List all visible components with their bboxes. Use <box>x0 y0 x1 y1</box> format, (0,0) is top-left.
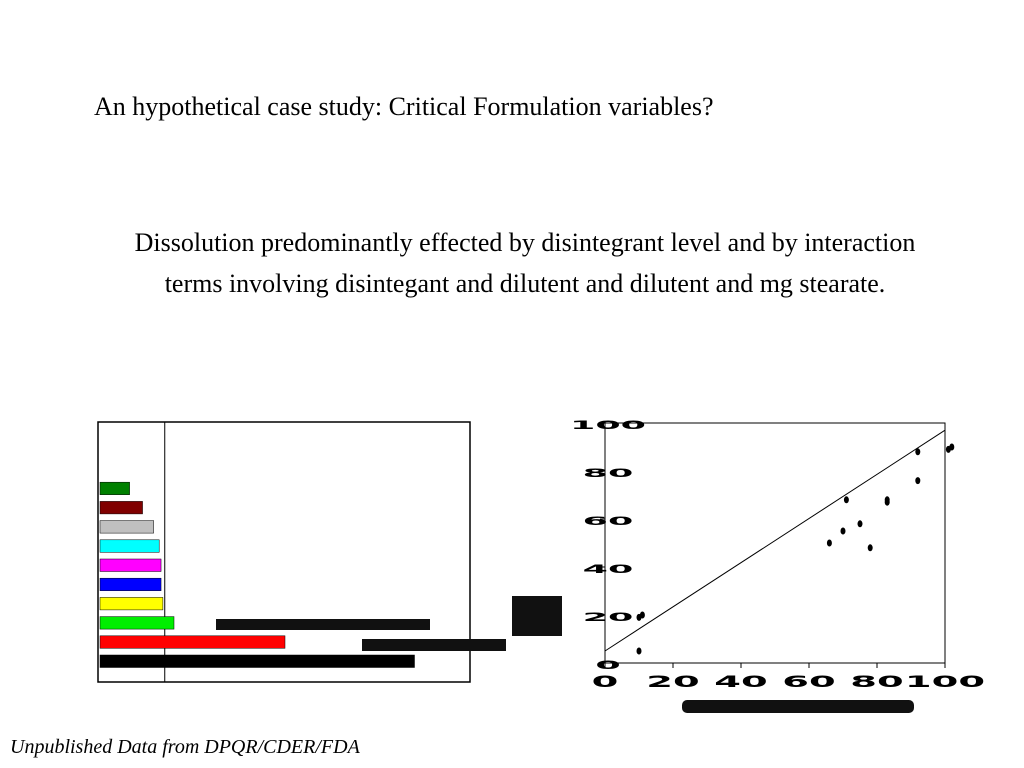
bar-series <box>99 481 415 668</box>
scatter-point-12 <box>915 448 921 456</box>
bar-9 <box>99 501 143 515</box>
scatter-point-2 <box>639 611 645 619</box>
fit-line <box>604 429 946 652</box>
x-tick-label-5: 100 <box>905 672 985 690</box>
slide-body-text: Dissolution predominantly effected by di… <box>134 228 916 298</box>
scatter-point-3 <box>636 647 642 655</box>
scatter-point-11 <box>915 477 921 485</box>
bar-6 <box>99 558 162 572</box>
y-tick-label-3: 60 <box>583 515 634 528</box>
y-tick-label-4: 80 <box>583 467 634 480</box>
bar-chart-frame <box>97 421 471 683</box>
x-tick-label-4: 80 <box>850 672 903 690</box>
bar-chart <box>97 421 506 683</box>
scatter-ylabel-blob <box>512 596 562 636</box>
bar-1 <box>99 654 415 668</box>
scatter-point-4 <box>826 539 832 547</box>
bar-label-blob-1 <box>216 619 430 630</box>
slide-title: An hypothetical case study: Critical For… <box>94 92 714 121</box>
scatter-point-8 <box>867 544 873 552</box>
bar-label-blob-2 <box>362 639 506 651</box>
bar-4 <box>99 597 164 611</box>
bar-3 <box>99 616 175 630</box>
y-tick-label-2: 40 <box>583 563 634 576</box>
source-footnote: Unpublished Data from DPQR/CDER/FDA <box>10 736 360 758</box>
scatter-xlabel-blob <box>682 700 914 713</box>
x-tick-label-2: 40 <box>714 672 767 690</box>
scatter-point-14 <box>949 443 955 451</box>
scatter-plot-frame <box>604 422 946 664</box>
y-tick-label-5: 100 <box>570 419 646 432</box>
y-tick-label-0: 0 <box>595 659 620 672</box>
x-tick-label-0: 0 <box>592 672 619 690</box>
x-tick-label-3: 60 <box>782 672 835 690</box>
bar-10 <box>99 481 130 495</box>
bar-8 <box>99 520 154 534</box>
scatter-point-6 <box>843 496 849 504</box>
scatter-points <box>636 443 955 655</box>
x-tick-label-1: 20 <box>646 672 699 690</box>
y-tick-label-1: 20 <box>583 611 634 624</box>
bar-7 <box>99 539 160 553</box>
bar-5 <box>99 577 162 591</box>
bar-2 <box>99 635 286 649</box>
scatter-y-ticks: 0 20 40 60 80 100 <box>570 419 646 672</box>
scatter-point-7 <box>857 520 863 528</box>
scatter-point-5 <box>840 527 846 535</box>
scatter-x-ticks: 0 20 40 60 80 100 <box>592 663 985 691</box>
scatter-point-10 <box>884 496 890 504</box>
